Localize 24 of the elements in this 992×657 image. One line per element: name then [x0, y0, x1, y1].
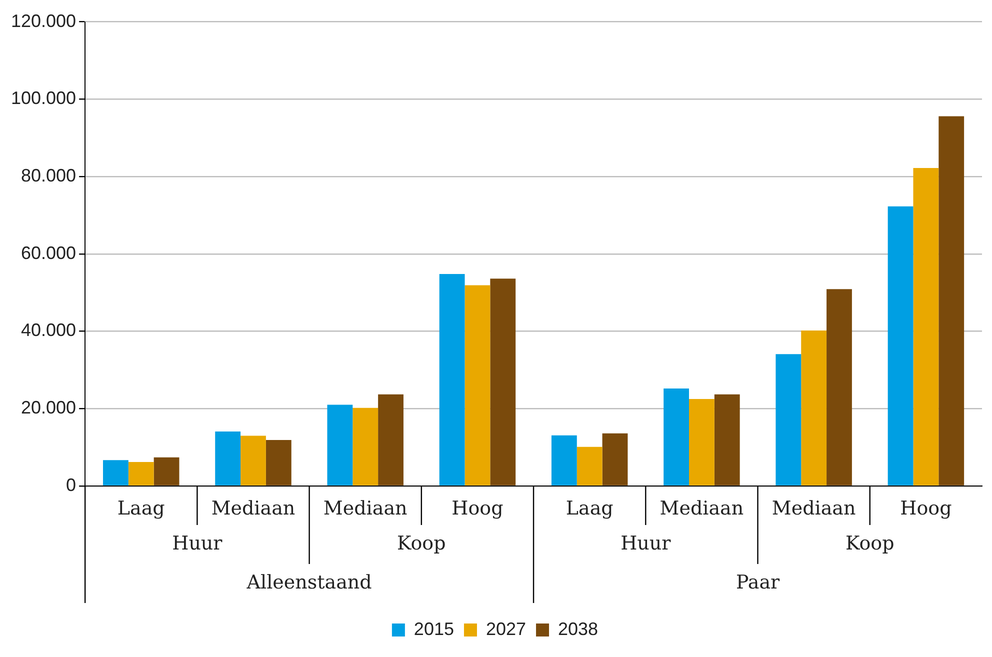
y-tick-label: 100.000	[10, 88, 76, 108]
legend-label: 2038	[558, 618, 598, 639]
x-tick-label: Laag	[566, 497, 614, 520]
y-tick-label: 120.000	[10, 10, 76, 31]
x-tick-label: Mediaan	[772, 497, 856, 520]
y-tick-label: 80.000	[21, 166, 76, 186]
x-tick-label: Hoog	[452, 497, 504, 520]
y-tick-label: 40.000	[21, 320, 76, 340]
text: Koop	[846, 532, 894, 554]
x-tick-label: Mediaan	[660, 497, 744, 520]
y-tick-label: 0	[66, 474, 76, 495]
legend-label: 2027	[486, 618, 526, 639]
x-tick-label: Hoog	[900, 497, 952, 520]
text: Huur	[620, 532, 672, 554]
text: Koop	[397, 532, 446, 554]
legend-label: 2015	[414, 618, 454, 639]
y-tick-label: 20.000	[21, 398, 76, 418]
x-tick-label: Laag	[117, 497, 165, 520]
text: Alleenstaand	[246, 571, 372, 594]
x-tick-label: Mediaan	[211, 497, 296, 520]
text: Paar	[736, 571, 781, 594]
y-tick-label: 60.000	[21, 242, 76, 263]
x-tick-label: Mediaan	[323, 497, 408, 520]
text: Huur	[172, 532, 224, 554]
